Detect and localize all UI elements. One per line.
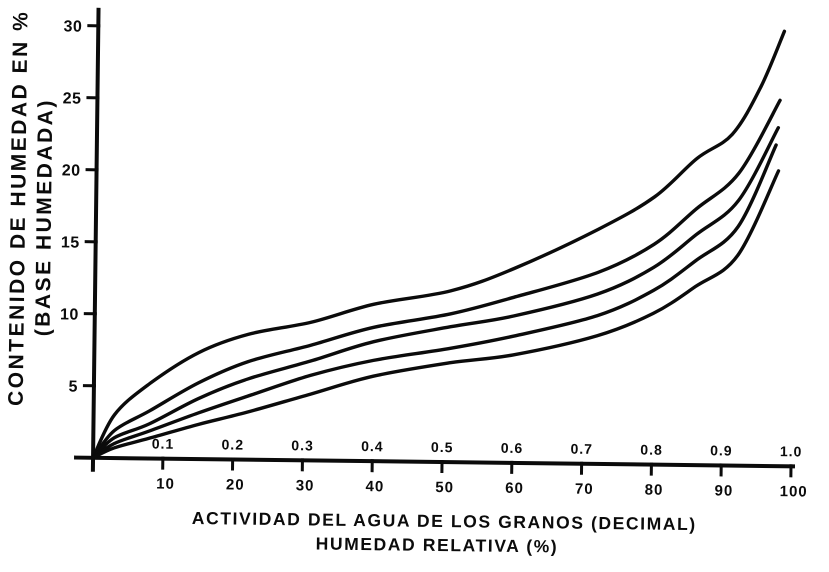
x-axis-title-line1: ACTIVIDAD DEL AGUA DE LOS GRANOS (DECIMA… [192,508,697,534]
x-tick-label-percent: 40 [365,478,384,495]
isotherm-5-bottom-curve [91,169,781,460]
y-tick-label: 25 [63,90,82,107]
x-tick-label-decimal: 0.3 [291,437,314,453]
isotherm-2-curve [91,98,782,460]
isotherm-1-top-curve [91,29,787,460]
x-tick-label-decimal: 0.5 [431,439,454,455]
y-axis-title-line2: (BASE HUMEDADA) [32,98,58,336]
axes-group [74,7,796,472]
x-tick-label-decimal: 0.6 [501,440,524,456]
curves-group [91,29,787,460]
x-tick-label-decimal: 0.4 [361,438,384,454]
x-tick-label-percent: 70 [575,481,594,498]
x-tick-label-decimal: 0.1 [152,435,175,451]
y-tick-label: 15 [61,234,80,251]
y-axis-line [90,7,101,472]
x-tick-label-percent: 80 [645,482,664,499]
x-tick-label-decimal: 0.2 [221,436,244,452]
y-axis-title-line1: CONTENIDO DE HUMEDAD EN % [5,10,33,406]
x-axis-ticks-group: 0.1 10 0.2 20 0.3 30 0.4 40 0.5 50 0.6 60 0.7 70 0.8 80… [152,435,808,500]
x-tick-label-decimal: 0.9 [710,442,733,458]
x-tick-label-percent: 60 [505,480,524,497]
chart-rotation-group: 5 10 15 20 25 30 0.1 10 0.2 20 0.3 30 0.4 40 0.5 50 0.6… [5,7,808,557]
x-tick-label-percent: 30 [296,477,315,494]
y-tick-label: 10 [60,306,79,323]
isotherm-3-curve [91,126,781,460]
y-tick-label: 30 [63,18,82,35]
y-axis-ticks-group: 5 10 15 20 25 30 [60,18,101,396]
x-tick-label-percent: 20 [226,476,245,493]
x-tick-label-decimal: 0.8 [640,441,663,457]
x-tick-label-decimal: 0.7 [570,441,593,457]
y-tick-label: 20 [62,162,81,179]
x-axis-title-line2: HUMEDAD RELATIVA (%) [316,534,559,557]
x-tick-label-percent: 10 [156,476,175,493]
x-tick-label-percent: 90 [714,482,733,499]
x-tick-label-percent: 50 [435,479,454,496]
x-axis-line [74,455,796,469]
x-tick-label-decimal: 1.0 [780,443,803,459]
y-tick-label: 5 [68,378,78,395]
isotherm-4-curve [91,143,778,460]
x-tick-label-percent: 100 [780,483,808,500]
